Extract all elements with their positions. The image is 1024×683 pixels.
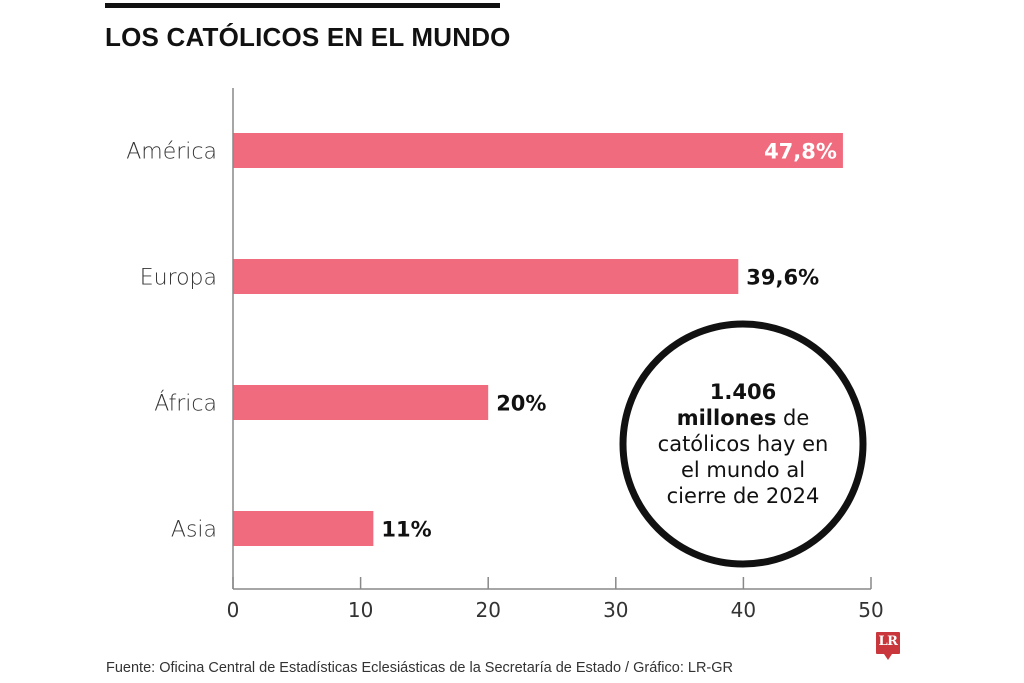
lr-logo-text: LR [878, 634, 898, 649]
callout-line4: el mundo al [680, 458, 806, 482]
category-label: América [126, 140, 217, 165]
x-tick-label: 50 [858, 598, 883, 622]
chart-title: LOS CATÓLICOS EN EL MUNDO [105, 22, 511, 52]
axes-group: 0 10 20 30 40 50 [227, 88, 884, 622]
value-label: 20% [496, 392, 546, 416]
callout-line5: cierre de 2024 [666, 484, 820, 508]
lr-logo: LR [876, 632, 900, 660]
callout-number: 1.406 [709, 380, 777, 404]
callout-line3: católicos hay en [657, 432, 829, 456]
value-label: 39,6% [746, 266, 819, 290]
value-label: 11% [381, 518, 431, 542]
source-note: Fuente: Oficina Central de Estadísticas … [106, 660, 734, 676]
x-tick-label: 40 [731, 598, 756, 622]
category-label: Asia [171, 518, 217, 543]
callout-line2-rest: de [776, 406, 810, 430]
x-tick-label: 10 [348, 598, 373, 622]
callout-circle [619, 320, 867, 568]
callout-circle-text: 1.406 millones de católicos hay en el mu… [623, 322, 863, 566]
x-tick-label: 0 [227, 598, 240, 622]
bars-group: América 47,8% Europa 39,6% África 20% Asia 11% [126, 133, 843, 546]
x-tick-label: 30 [603, 598, 628, 622]
category-label: África [154, 391, 217, 417]
bar-3 [233, 511, 374, 546]
x-tick-label: 20 [475, 598, 500, 622]
bar-2 [233, 385, 489, 420]
callout-unit: millones [676, 406, 777, 430]
bar-0 [233, 133, 843, 168]
category-label: Europa [140, 266, 217, 291]
title-rule [105, 3, 500, 8]
value-label: 47,8% [764, 140, 837, 164]
bar-1 [233, 259, 739, 294]
